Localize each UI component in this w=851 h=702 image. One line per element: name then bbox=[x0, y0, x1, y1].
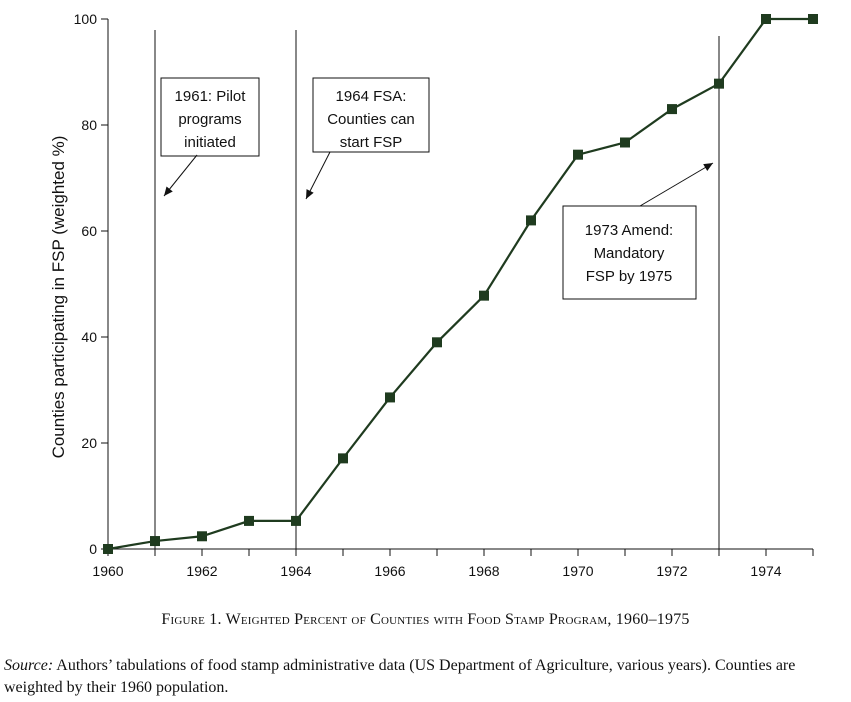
annotation-arrowhead bbox=[164, 186, 173, 196]
annotation-text: start FSP bbox=[340, 134, 403, 151]
annotation-box bbox=[160, 77, 260, 157]
annotation-text: programs bbox=[178, 111, 241, 128]
y-tick-label: 100 bbox=[74, 11, 98, 27]
annotation-text: initiated bbox=[184, 134, 236, 151]
x-tick-label: 1962 bbox=[186, 563, 217, 579]
data-point-marker bbox=[667, 104, 677, 115]
data-point-marker bbox=[244, 515, 254, 526]
annotation-arrowhead bbox=[703, 163, 713, 172]
annotation-text: Mandatory bbox=[594, 245, 665, 262]
y-axis-title: Counties participating in FSP (weighted … bbox=[49, 136, 68, 459]
source-label: Source: bbox=[4, 657, 54, 674]
y-tick-label: 60 bbox=[81, 223, 97, 239]
annotation-box bbox=[312, 77, 430, 153]
x-tick-label: 1974 bbox=[750, 563, 781, 579]
data-point-marker bbox=[291, 515, 301, 526]
data-point-marker bbox=[197, 531, 207, 542]
annotation-text: Counties can bbox=[327, 111, 415, 128]
annotation-arrow-line bbox=[639, 162, 714, 207]
series-line bbox=[107, 17, 813, 551]
x-tick-label: 1964 bbox=[280, 563, 311, 579]
annotation-box bbox=[562, 205, 697, 300]
x-tick-label: 1968 bbox=[468, 563, 499, 579]
data-point-marker bbox=[526, 215, 536, 226]
x-tick-label: 1966 bbox=[374, 563, 405, 579]
data-point-marker bbox=[150, 536, 160, 547]
y-tick-label: 80 bbox=[81, 117, 97, 133]
line-chart: 1960 1962 1964 1966 1968 1970 1972 1974 0 20 40 60 8… bbox=[49, 11, 818, 579]
data-point-marker bbox=[479, 290, 489, 301]
x-tick-label: 1960 bbox=[92, 563, 123, 579]
data-point-marker bbox=[385, 392, 395, 403]
annotation-text: 1964 FSA: bbox=[336, 88, 407, 105]
annotation-text: 1961: Pilot bbox=[175, 88, 247, 105]
data-point-marker bbox=[620, 137, 630, 148]
y-tick-label: 20 bbox=[81, 435, 97, 451]
data-point-marker bbox=[714, 78, 724, 89]
source-text: Authors’ tabulations of food stamp admin… bbox=[4, 657, 796, 696]
data-point-marker bbox=[103, 544, 113, 554]
y-tick-label: 40 bbox=[81, 329, 97, 345]
data-point-marker bbox=[808, 14, 818, 24]
data-point-marker bbox=[338, 453, 348, 464]
figure-caption: Figure 1. Weighted Percent of Counties w… bbox=[161, 611, 690, 628]
annotation-arrowhead bbox=[306, 189, 314, 199]
x-tick-label: 1970 bbox=[562, 563, 593, 579]
data-point-marker bbox=[761, 14, 771, 24]
annotation-text: FSP by 1975 bbox=[586, 268, 672, 285]
annotation-text: 1973 Amend: bbox=[585, 222, 673, 239]
source-note: Source: Authors’ tabulations of food sta… bbox=[4, 655, 844, 699]
data-point-marker bbox=[573, 149, 583, 160]
x-tick-label: 1972 bbox=[656, 563, 687, 579]
y-tick-label: 0 bbox=[89, 541, 97, 557]
data-point-marker bbox=[432, 337, 442, 348]
